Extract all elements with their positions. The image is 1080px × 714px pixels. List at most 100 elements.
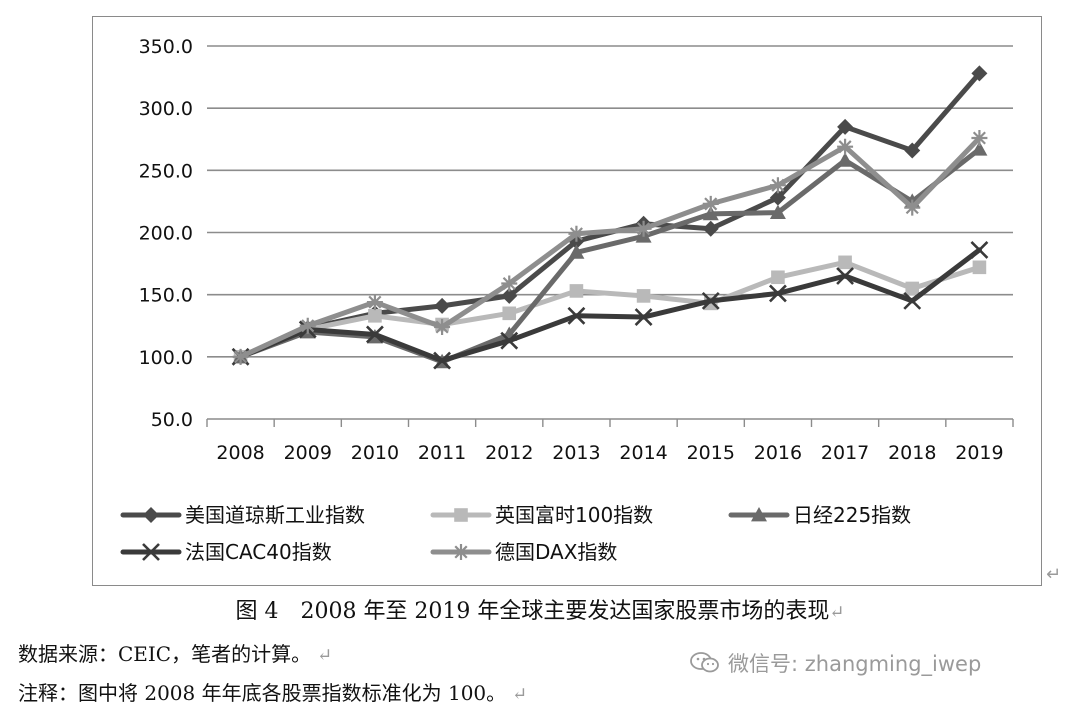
- wechat-icon: [690, 652, 719, 673]
- y-tick-label: 250.0: [139, 160, 193, 182]
- series-layer: [231, 65, 989, 370]
- data-point: [365, 325, 384, 344]
- x-tick-label: 2014: [619, 442, 667, 464]
- data-point: [903, 291, 922, 310]
- paragraph-mark: ↵: [512, 684, 528, 705]
- y-tick-label: 150.0: [139, 285, 193, 307]
- caption-text: 图 4 2008 年至 2019 年全球主要发达国家股票市场的表现: [235, 599, 830, 624]
- data-point: [769, 189, 786, 206]
- y-tick-label: 100.0: [139, 347, 193, 369]
- legend-item: 英国富时100指数: [430, 503, 653, 527]
- data-point: [501, 287, 518, 304]
- series-line: [238, 247, 982, 364]
- data-point: [569, 284, 584, 298]
- x-tick-label: 2008: [216, 442, 264, 464]
- legend-label: 德国DAX指数: [495, 540, 617, 564]
- data-point: [500, 331, 519, 350]
- data-point: [701, 291, 720, 310]
- legend-label: 英国富时100指数: [495, 503, 653, 527]
- legend-label: 美国道琼斯工业指数: [185, 503, 365, 527]
- data-point: [972, 260, 987, 275]
- data-point: [837, 118, 854, 135]
- paragraph-mark: ↵: [829, 602, 845, 623]
- data-point: [567, 306, 586, 325]
- data-point: [299, 317, 316, 334]
- y-tick-label: 200.0: [139, 223, 193, 245]
- x-tick-label: 2011: [418, 442, 466, 464]
- data-point: [635, 220, 652, 237]
- data-point: [433, 351, 452, 370]
- legend-item: 日经225指数: [728, 503, 911, 527]
- data-point: [971, 130, 988, 147]
- y-tick-label: 300.0: [139, 98, 193, 120]
- axis-layer: 50.0 100.0 150.0 200.0 250.0 300.0 350.0 2008 20…: [139, 36, 1014, 464]
- data-point: [702, 195, 719, 212]
- data-point: [568, 244, 585, 259]
- data-point: [501, 275, 518, 292]
- line-chart: 50.0 100.0 150.0 200.0 250.0 300.0 350.0 2008 20…: [120, 36, 1014, 564]
- data-point: [769, 177, 786, 194]
- data-point: [434, 297, 451, 314]
- x-tick-label: 2018: [888, 442, 936, 464]
- data-point: [634, 308, 653, 326]
- x-tick-label: 2016: [754, 442, 802, 464]
- data-point: [232, 348, 249, 365]
- x-tick-label: 2013: [552, 442, 600, 464]
- x-tick-label: 2015: [687, 442, 735, 464]
- legend-label: 日经225指数: [793, 503, 911, 527]
- x-tick-label: 2009: [284, 442, 332, 464]
- legend-item: 美国道琼斯工业指数: [120, 503, 365, 527]
- series-line: [238, 146, 982, 365]
- paragraph-mark: ↵: [1046, 564, 1062, 585]
- data-point: [636, 289, 651, 303]
- series-line: [238, 259, 982, 360]
- data-point: [366, 294, 383, 311]
- y-tick-label: 350.0: [139, 36, 193, 58]
- data-source-note: 数据来源：CEIC，笔者的计算。 ↵: [18, 638, 332, 667]
- x-tick-label: 2019: [955, 442, 1003, 464]
- y-tick-label: 50.0: [151, 409, 193, 431]
- legend-swatch-marker: [454, 508, 468, 522]
- data-point: [971, 65, 988, 82]
- data-point: [771, 270, 785, 285]
- data-point: [904, 199, 921, 216]
- legend-swatch-marker: [751, 507, 767, 522]
- series-5: [232, 130, 988, 365]
- data-point: [838, 255, 852, 270]
- chart-frame: 50.0 100.0 150.0 200.0 250.0 300.0 350.0 2008 20…: [92, 16, 1042, 586]
- data-point: [702, 205, 719, 221]
- data-point: [837, 152, 854, 167]
- legend-item: 法国CAC40指数: [120, 540, 332, 564]
- watermark: 微信号: zhangming_iwep: [690, 648, 981, 678]
- remark-text: 注释：图中将 2008 年年底各股票指数标准化为 100。: [18, 681, 507, 705]
- data-point: [836, 267, 855, 285]
- series-line: [238, 135, 982, 360]
- figure-caption: 图 4 2008 年至 2019 年全球主要发达国家股票市场的表现↵: [0, 593, 1080, 625]
- paragraph-mark: ↵: [317, 645, 333, 666]
- data-point: [702, 220, 719, 237]
- data-point: [769, 204, 786, 220]
- data-point: [905, 281, 920, 296]
- data-point: [502, 306, 517, 321]
- legend-label: 法国CAC40指数: [185, 540, 332, 564]
- series-4: [231, 240, 989, 370]
- remark-note: 注释：图中将 2008 年年底各股票指数标准化为 100。 ↵: [18, 677, 527, 706]
- data-point: [434, 318, 451, 335]
- data-point: [568, 225, 585, 242]
- data-point: [368, 309, 382, 323]
- data-source-text: 数据来源：CEIC，笔者的计算。: [18, 642, 312, 666]
- data-point: [971, 141, 988, 156]
- x-tick-label: 2012: [485, 442, 533, 464]
- data-point: [904, 142, 921, 159]
- legend-swatch-marker: [143, 507, 159, 523]
- x-tick-label: 2017: [821, 442, 869, 464]
- data-point: [768, 284, 787, 303]
- x-tick-label: 2010: [351, 442, 399, 464]
- legend-swatch-marker: [142, 543, 160, 561]
- legend-swatch-marker: [453, 544, 469, 560]
- watermark-text: 微信号: zhangming_iwep: [728, 652, 982, 676]
- data-point: [970, 240, 989, 259]
- legend-item: 德国DAX指数: [430, 540, 617, 564]
- data-point: [837, 138, 854, 155]
